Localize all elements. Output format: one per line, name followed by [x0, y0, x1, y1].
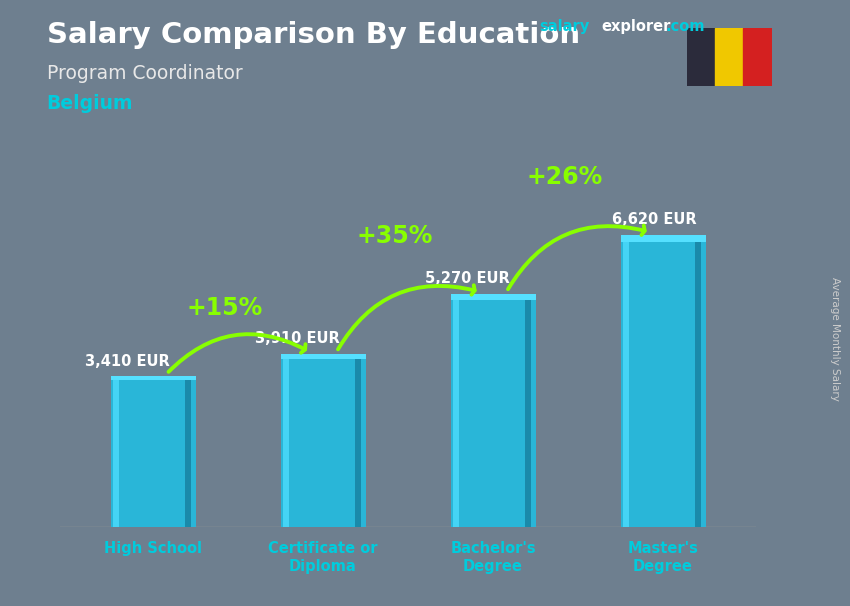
Text: Average Monthly Salary: Average Monthly Salary	[830, 278, 840, 401]
Text: .com: .com	[666, 19, 705, 35]
Bar	[622, 235, 628, 527]
Text: +15%: +15%	[186, 296, 263, 320]
Bar	[524, 295, 530, 527]
Text: 6,620 EUR: 6,620 EUR	[612, 211, 697, 227]
Bar	[744, 28, 772, 86]
Bar	[113, 376, 119, 527]
Text: 3,910 EUR: 3,910 EUR	[255, 331, 340, 347]
Bar	[715, 28, 744, 86]
Text: salary: salary	[540, 19, 590, 35]
Text: +26%: +26%	[526, 165, 603, 189]
Bar	[355, 355, 360, 527]
Bar	[687, 28, 715, 86]
Text: Salary Comparison By Education: Salary Comparison By Education	[47, 21, 580, 49]
Bar	[282, 355, 288, 527]
Bar	[694, 235, 700, 527]
Bar	[450, 295, 536, 527]
Bar	[620, 235, 706, 242]
Bar	[453, 295, 459, 527]
Bar	[280, 355, 366, 527]
Bar	[185, 376, 190, 527]
Bar	[110, 376, 196, 527]
Text: Belgium: Belgium	[47, 94, 133, 113]
Bar	[280, 355, 366, 359]
Text: explorer: explorer	[602, 19, 672, 35]
Text: 3,410 EUR: 3,410 EUR	[85, 353, 170, 368]
Text: Program Coordinator: Program Coordinator	[47, 64, 242, 82]
Bar	[450, 295, 536, 300]
Bar	[110, 376, 196, 380]
Bar	[620, 235, 706, 527]
Text: +35%: +35%	[356, 224, 433, 248]
Text: 5,270 EUR: 5,270 EUR	[425, 271, 510, 286]
